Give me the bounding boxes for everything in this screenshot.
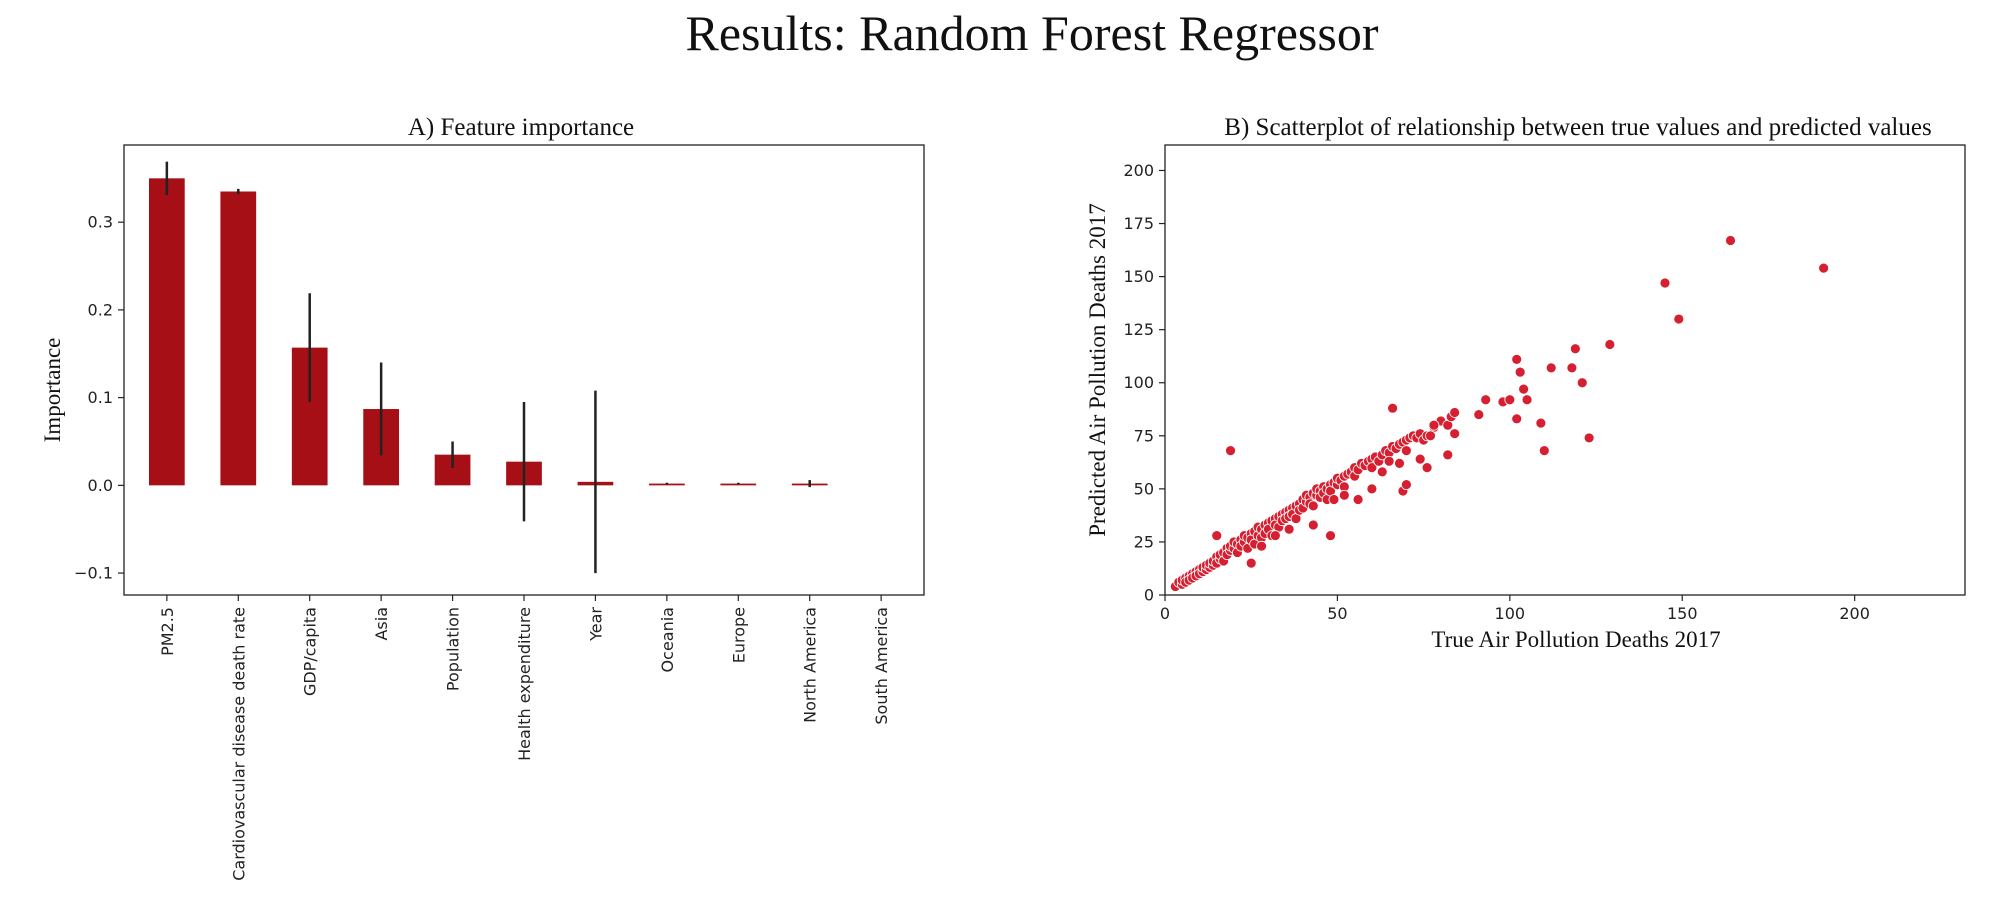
feature-importance-chart: A) Feature importance Importance PM2.5 Ca… [40,114,925,881]
bar-0 [149,178,185,486]
y-tick-label-3: 0.2 [88,300,113,319]
x-tick-label-9: North America [801,607,820,723]
x-tick-label-6: Year [586,607,605,642]
b-x-tick-label-1: 50 [1327,604,1347,623]
scatter-point-168 [1604,339,1616,350]
scatter-point-147 [1421,462,1433,474]
scatter-point-155 [1504,394,1516,406]
scatter-point-162 [1538,445,1550,457]
chart-b-ylabel: Predicted Air Pollution Deaths 2017 [1085,203,1110,536]
scatter-point-139 [1352,494,1364,505]
scatter-point-134 [1283,523,1295,535]
scatter-point-148 [1425,430,1436,442]
scatter-point-140 [1366,483,1378,495]
scatter-point-143 [1394,457,1405,469]
x-tick-label-5: Health expenditure [515,607,534,761]
scatter-point-133 [1269,530,1281,541]
b-y-tick-label-1: 25 [1134,532,1154,551]
scatter-point-160 [1521,394,1533,406]
b-y-tick-label-0: 0 [1144,586,1154,605]
b-y-tick-label-5: 125 [1123,320,1154,339]
scatter-point-157 [1511,353,1523,365]
x-tick-label-2: GDP/capita [301,607,320,696]
true-vs-predicted-scatter: B) Scatterplot of relationship between t… [1085,114,1966,652]
y-tick-label-2: 0.1 [88,388,113,407]
scatter-point-131 [1245,557,1257,569]
scatter-point-167 [1583,432,1595,444]
x-tick-label-0: PM2.5 [158,607,177,656]
b-x-tick-label-2: 100 [1495,604,1526,623]
scatter-point-117 [1400,445,1412,457]
scatter-point-105 [1366,462,1378,474]
scatter-point-129 [1225,445,1236,457]
scatter-point-169 [1659,277,1671,289]
scatter-point-132 [1256,540,1267,552]
scatter-point-138 [1338,489,1350,501]
scatter-point-163 [1545,362,1557,374]
scatter-point-166 [1576,377,1588,389]
b-y-tick-label-2: 50 [1134,479,1154,498]
scatter-point-150 [1442,449,1454,461]
y-tick-label-0: −0.1 [74,564,113,583]
scatter-point-137 [1328,494,1340,505]
scatter-point-111 [1383,455,1395,467]
x-tick-label-3: Asia [372,607,391,641]
scatter-point-142 [1387,402,1398,414]
chart-b-frame [1164,144,1966,596]
scatter-point-135 [1307,519,1319,531]
scatter-point-171 [1725,235,1736,246]
scatter-point-136 [1325,530,1336,541]
scatter-point-128 [1449,407,1461,418]
scatter-point-165 [1569,343,1581,355]
x-tick-label-8: Europe [729,607,748,663]
chart-a-title: A) Feature importance [408,114,634,141]
chart-b-ticks: 0 50 100 150 200 0 25 50 75 100 125 150 175 200 [1123,161,1869,623]
bar-1 [220,191,257,486]
b-x-tick-label-3: 150 [1667,604,1698,623]
scatter-point-153 [1480,394,1492,406]
b-y-tick-label-8: 200 [1123,161,1154,180]
chart-a-bars [149,161,828,574]
y-tick-label-1: 0.0 [88,476,113,495]
y-tick-label-4: 0.3 [88,213,113,232]
chart-b-title: B) Scatterplot of relationship between t… [1224,114,1931,141]
scatter-point-164 [1566,362,1578,374]
scatter-point-151 [1449,428,1461,440]
scatter-point-149 [1428,419,1440,431]
scatter-point-130 [1211,530,1223,541]
chart-a-ylabel: Importance [40,338,65,443]
scatter-point-156 [1511,413,1523,425]
b-x-tick-label-4: 200 [1839,604,1870,623]
scatter-point-79 [1307,500,1319,512]
scatter-point-159 [1518,383,1530,395]
scatter-point-158 [1514,366,1526,378]
b-y-tick-label-3: 75 [1134,426,1154,445]
b-y-tick-label-4: 100 [1123,373,1154,392]
scatter-point-170 [1673,313,1685,325]
chart-a-frame [123,144,925,596]
x-tick-label-10: South America [872,607,891,725]
x-tick-label-7: Oceania [658,607,677,672]
x-tick-label-1: Cardiovascular disease death rate [229,607,248,881]
chart-b-points [1169,235,1830,592]
scatter-point-172 [1818,262,1830,274]
figure-title: Results: Random Forest Regressor [685,5,1378,61]
scatter-point-146 [1414,453,1426,465]
chart-b-xlabel: True Air Pollution Deaths 2017 [1431,627,1720,652]
chart-a-ticks: PM2.5 Cardiovascular disease death rate GD… [74,213,891,881]
scatter-point-161 [1535,417,1547,429]
b-x-tick-label-0: 0 [1160,604,1170,623]
b-y-tick-label-6: 150 [1123,267,1154,286]
scatter-point-145 [1400,479,1412,491]
x-tick-label-4: Population [444,607,463,691]
scatter-point-152 [1473,409,1485,420]
scatter-point-141 [1376,466,1388,478]
b-y-tick-label-7: 175 [1123,214,1154,233]
